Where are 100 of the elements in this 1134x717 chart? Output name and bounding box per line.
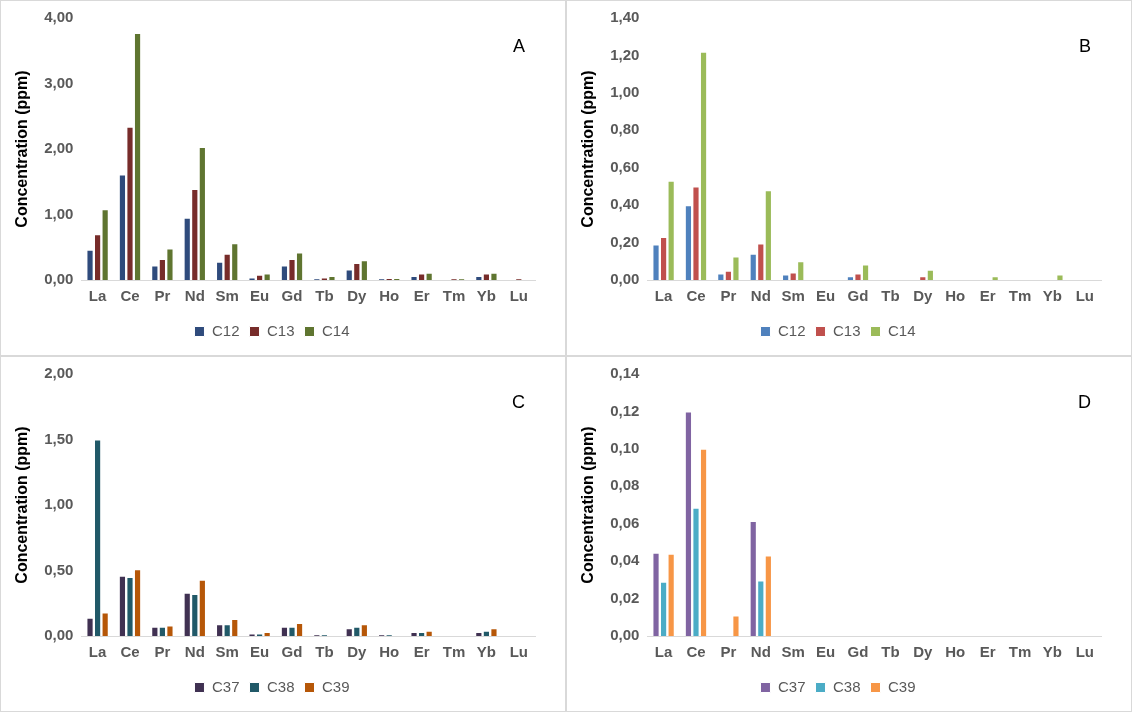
y-tick-label: 1,40 bbox=[610, 8, 640, 26]
x-tick-label: Lu bbox=[509, 287, 528, 305]
x-tick-label: Ce bbox=[686, 643, 706, 661]
x-tick-label: Pr bbox=[154, 287, 171, 305]
x-tick-label: Sm bbox=[215, 643, 239, 661]
x-tick-label: Eu bbox=[816, 287, 836, 305]
legend-label: C12 bbox=[777, 321, 806, 339]
y-tick-label: 0,50 bbox=[44, 560, 74, 578]
x-tick-label: Tm bbox=[442, 287, 466, 305]
x-tick-label: Yb bbox=[1042, 643, 1062, 661]
x-tick-label: La bbox=[88, 287, 107, 305]
x-tick-label: Er bbox=[979, 643, 996, 661]
y-tick-label: 0,14 bbox=[610, 364, 641, 382]
x-tick-label: La bbox=[654, 287, 673, 305]
y-tick-label: 2,00 bbox=[44, 364, 74, 382]
legend-label: C13 bbox=[832, 321, 861, 339]
x-tick-label: Eu bbox=[250, 287, 270, 305]
legend-label: C37 bbox=[777, 677, 806, 695]
legend-label: C38 bbox=[832, 677, 861, 695]
annotation: D bbox=[1078, 391, 1091, 412]
y-tick-label: 1,00 bbox=[44, 495, 74, 513]
x-tick-label: Sm bbox=[215, 287, 239, 305]
legend-label: C14 bbox=[888, 321, 916, 339]
x-tick-label: Yb bbox=[476, 287, 496, 305]
legend-label: C39 bbox=[888, 677, 916, 695]
x-tick-label: La bbox=[654, 643, 673, 661]
x-tick-label: Er bbox=[413, 287, 430, 305]
x-tick-label: Pr bbox=[720, 643, 737, 661]
y-axis-title: Concentration (ppm) bbox=[579, 70, 597, 228]
x-tick-label: Pr bbox=[720, 287, 737, 305]
y-tick-label: 0,20 bbox=[610, 232, 640, 250]
y-tick-label: 1,50 bbox=[44, 429, 74, 447]
y-tick-label: 1,00 bbox=[610, 83, 640, 100]
legend-label: C39 bbox=[322, 677, 350, 695]
x-tick-label: Tb bbox=[881, 287, 900, 305]
y-tick-label: 0,60 bbox=[610, 157, 640, 175]
y-tick-label: 0,08 bbox=[610, 476, 640, 494]
y-tick-label: 0,06 bbox=[610, 513, 640, 531]
x-tick-label: Gd bbox=[281, 287, 303, 305]
x-tick-label: Dy bbox=[913, 643, 934, 661]
y-tick-label: 0,40 bbox=[610, 195, 640, 213]
x-tick-label: Dy bbox=[347, 287, 368, 305]
y-tick-label: 0,80 bbox=[610, 120, 640, 138]
x-tick-label: Lu bbox=[1075, 643, 1094, 661]
x-tick-label: Eu bbox=[816, 643, 836, 661]
y-tick-label: 1,00 bbox=[44, 204, 74, 222]
x-tick-label: Yb bbox=[476, 643, 496, 661]
x-tick-label: Nd bbox=[184, 287, 205, 305]
x-tick-label: Tm bbox=[1008, 287, 1032, 305]
x-tick-label: Ho bbox=[945, 287, 966, 305]
annotation: A bbox=[512, 35, 525, 56]
x-tick-label: Ce bbox=[120, 287, 140, 305]
x-tick-label: Dy bbox=[913, 287, 934, 305]
x-tick-label: Ce bbox=[686, 287, 706, 305]
legend-label: C37 bbox=[211, 677, 240, 695]
x-tick-label: Ce bbox=[120, 643, 140, 661]
legend-label: C12 bbox=[211, 321, 240, 339]
x-tick-label: Pr bbox=[154, 643, 171, 661]
y-tick-label: 0,00 bbox=[610, 626, 640, 644]
x-tick-label: La bbox=[88, 643, 107, 661]
x-tick-label: Ho bbox=[945, 643, 966, 661]
y-tick-label: 3,00 bbox=[44, 73, 74, 91]
x-tick-label: Sm bbox=[781, 643, 805, 661]
x-tick-label: Gd bbox=[847, 287, 869, 305]
x-tick-label: Ho bbox=[379, 287, 400, 305]
x-tick-label: Yb bbox=[1042, 287, 1062, 305]
x-tick-label: Sm bbox=[781, 287, 805, 305]
annotation: C bbox=[512, 391, 525, 412]
x-tick-label: Er bbox=[413, 643, 430, 661]
y-tick-label: 2,00 bbox=[44, 139, 74, 157]
y-tick-label: 0,00 bbox=[44, 270, 74, 288]
y-axis-title: Concentration (ppm) bbox=[13, 70, 31, 228]
x-tick-label: Gd bbox=[847, 643, 869, 661]
x-tick-label: Er bbox=[979, 287, 996, 305]
x-tick-label: Tb bbox=[881, 643, 900, 661]
y-axis-title: Concentration (ppm) bbox=[579, 426, 597, 584]
annotation: B bbox=[1078, 35, 1091, 56]
x-tick-label: Ho bbox=[379, 643, 400, 661]
y-tick-label: 0,12 bbox=[610, 401, 640, 419]
y-axis-title: Concentration (ppm) bbox=[13, 426, 31, 584]
x-tick-label: Nd bbox=[750, 643, 771, 661]
y-tick-label: 0,10 bbox=[610, 439, 640, 456]
y-tick-label: 0,00 bbox=[44, 626, 74, 644]
y-tick-label: 0,02 bbox=[610, 588, 640, 606]
y-tick-label: 0,00 bbox=[610, 270, 640, 288]
x-tick-label: Eu bbox=[250, 643, 270, 661]
x-tick-label: Lu bbox=[509, 643, 528, 661]
legend-label: C13 bbox=[266, 321, 295, 339]
x-tick-label: Tb bbox=[315, 287, 334, 305]
x-tick-label: Tb bbox=[315, 643, 334, 661]
x-tick-label: Dy bbox=[347, 643, 368, 661]
x-tick-label: Tm bbox=[442, 643, 466, 661]
legend-label: C38 bbox=[266, 677, 295, 695]
y-tick-label: 1,20 bbox=[610, 45, 640, 63]
y-tick-label: 4,00 bbox=[44, 8, 74, 26]
x-tick-label: Nd bbox=[750, 287, 771, 305]
x-tick-label: Nd bbox=[184, 643, 205, 661]
x-tick-label: Tm bbox=[1008, 643, 1032, 661]
y-tick-label: 0,04 bbox=[610, 551, 641, 569]
x-tick-label: Gd bbox=[281, 643, 303, 661]
